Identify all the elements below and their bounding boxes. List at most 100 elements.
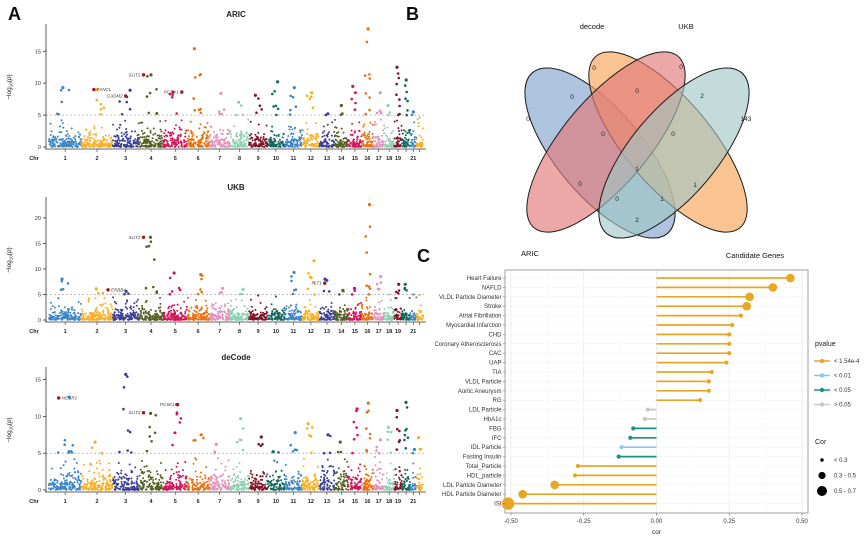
trait-label: CHD — [489, 332, 503, 338]
x-axis-prefix-label: Chr — [29, 329, 39, 335]
trait-label: FBG — [489, 426, 502, 432]
chr-tick-label: 11 — [291, 329, 297, 335]
venn-ellipse-candidate-genes — [598, 67, 750, 239]
chr-tick-label: 16 — [364, 499, 370, 505]
trait-label: Coronary Atherosclerosis — [434, 342, 501, 348]
chr-tick-label: 17 — [376, 329, 382, 335]
trait-label: Total_Particle — [465, 464, 502, 470]
lollipop-dot — [575, 463, 581, 469]
lollipop-dot — [501, 497, 515, 510]
lollipop-dot — [698, 398, 703, 403]
y-tick-label: 10 — [35, 81, 41, 87]
trait-label: UAP — [489, 361, 501, 367]
chr-tick-label: 10 — [273, 499, 279, 505]
correlation-lollipop-chart: Heart Failure NAFLD VLDL Particle Diameter… — [434, 269, 860, 536]
venn-region-count: 0 — [578, 181, 582, 188]
lollipop-dot — [742, 301, 752, 311]
lollipop-dot — [738, 313, 743, 318]
trait-label: Aortic Aneurysm — [458, 389, 502, 395]
gene-highlight-dot — [180, 90, 184, 94]
panel-label-b: B — [406, 4, 419, 24]
trait-label: HDL_particle — [467, 473, 502, 479]
chr-tick-label: 11 — [291, 156, 297, 162]
gene-label: SLIT2 — [129, 235, 142, 240]
chr-tick-label: 7 — [218, 156, 221, 162]
y-tick-label: 10 — [35, 414, 41, 420]
y-tick-label: 10 — [35, 267, 41, 273]
chr-tick-label: 18 — [386, 499, 392, 505]
gene-label: FANCL — [97, 87, 112, 92]
venn-region-count: 2 — [700, 93, 704, 100]
trait-label: LDL Particle Diameter — [443, 483, 501, 489]
chr-tick-label: 2 — [95, 499, 98, 505]
trait-label: TIA — [492, 370, 501, 376]
trait-label: LDL Particle — [469, 408, 502, 414]
chr-tick-label: 14 — [338, 499, 345, 505]
trait-label: Atrial Fibrillation — [459, 314, 502, 320]
trait-label: HDL Particle Diameter — [442, 492, 501, 498]
lollipop-dot — [631, 426, 636, 431]
chr-tick-label: 5 — [174, 329, 177, 335]
chr-tick-label: 10 — [273, 329, 279, 335]
lollipop-dot — [727, 332, 732, 337]
trait-label: IFC — [492, 436, 502, 442]
venn-set-label: UKB — [678, 22, 693, 31]
chr-tick-label: 4 — [149, 156, 153, 162]
venn-region-count: 0 — [679, 64, 683, 71]
manhattan-title-decode: deCode — [221, 353, 251, 362]
lollipop-dot — [727, 341, 732, 346]
chr-tick-label: 6 — [197, 499, 200, 505]
chr-tick-label: 17 — [376, 156, 382, 162]
y-axis-title: −log10(p) — [6, 74, 14, 99]
trait-label: Fasting Insulin — [463, 455, 502, 461]
legend-cor-title: Cor — [815, 439, 827, 446]
venn-set-label: ARIC — [521, 249, 540, 258]
gene-label: SLIT2 — [129, 72, 142, 77]
chr-tick-label: 1 — [64, 156, 67, 162]
gene-highlight-dot — [141, 235, 146, 239]
chr-tick-label: 21 — [410, 499, 416, 505]
trait-label: VLDL Particle — [465, 379, 502, 385]
y-tick-label: 0 — [38, 488, 41, 494]
x-tick-label: 0.25 — [723, 519, 735, 525]
x-axis-prefix-label: Chr — [29, 499, 39, 505]
chr-tick-label: 18 — [386, 156, 392, 162]
chr-tick-label: 19 — [395, 156, 401, 162]
chr-tick-label: 21 — [410, 156, 416, 162]
y-tick-label: 15 — [35, 378, 41, 384]
y-tick-label: 5 — [38, 113, 41, 119]
gene-label: FLT1 — [312, 281, 323, 286]
legend-pvalue-entry: < 0.01 — [834, 374, 852, 380]
venn-region-count: 1 — [660, 196, 664, 203]
manhattan-points — [48, 27, 424, 148]
trait-label: CAC — [489, 351, 502, 357]
y-tick-label: 0 — [38, 145, 41, 151]
legend-pvalue-entry: < 1.54e-4 — [834, 359, 860, 365]
lollipop-dot — [616, 454, 621, 459]
lollipop-dot — [730, 322, 735, 328]
chr-tick-label: 4 — [149, 499, 153, 505]
gene-highlight-dot — [141, 73, 146, 77]
lollipop-dot — [724, 360, 729, 365]
venn-region-count: 1 — [635, 166, 639, 173]
chr-tick-label: 11 — [291, 499, 297, 505]
lollipop-dot — [619, 445, 624, 450]
lollipop-dot — [786, 273, 795, 283]
lollipop-dot — [768, 283, 778, 292]
lollipop-dot — [518, 489, 527, 499]
chr-tick-label: 14 — [338, 329, 345, 335]
chr-tick-label: 1 — [64, 329, 67, 335]
y-axis-title: −log10(p) — [6, 417, 14, 442]
trait-label: RG — [493, 398, 502, 404]
chr-tick-label: 6 — [197, 329, 200, 335]
trait-label: VLDL Particle Diameter — [439, 295, 501, 301]
y-axis-title: −log10(p) — [6, 247, 14, 272]
venn-set-label: decode — [580, 22, 605, 31]
panel-label-a: A — [8, 4, 21, 24]
gene-highlight-dot — [106, 288, 110, 292]
venn-region-count: 0 — [592, 65, 596, 72]
chr-tick-label: 12 — [308, 329, 314, 335]
chr-tick-label: 19 — [395, 329, 401, 335]
